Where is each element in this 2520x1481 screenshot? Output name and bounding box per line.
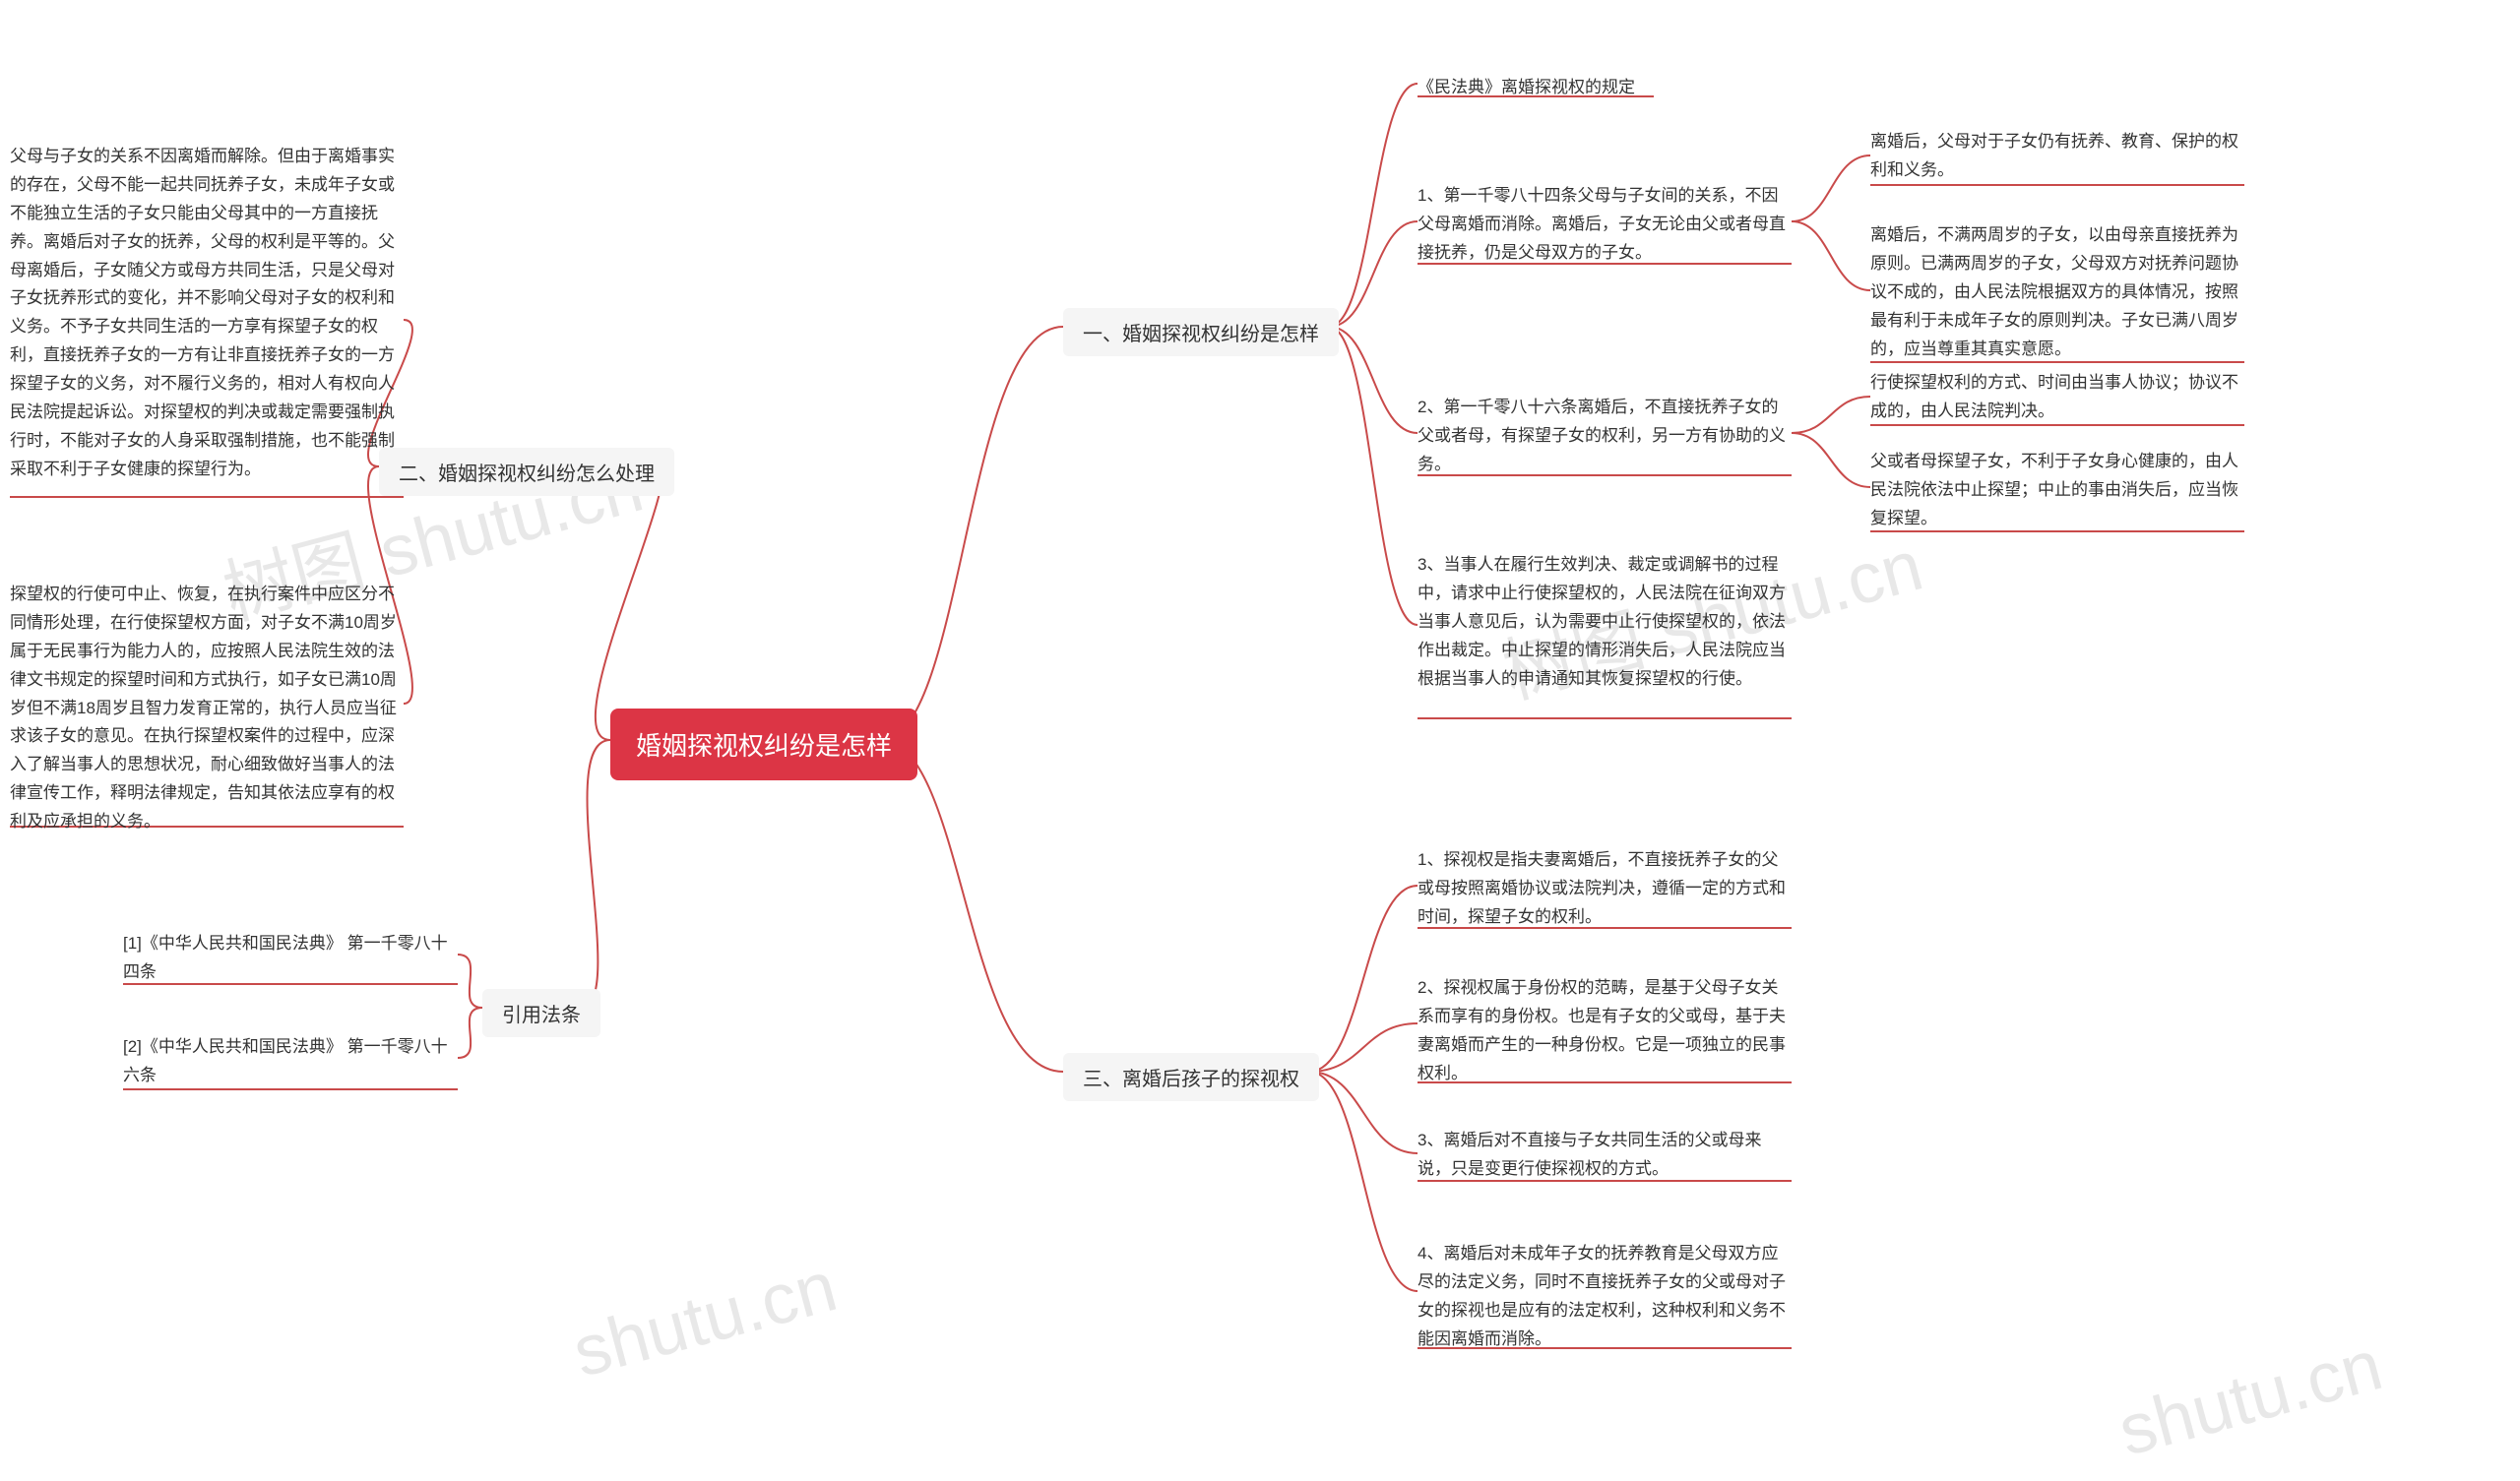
leaf-2-1: 探望权的行使可中止、恢复，在执行案件中应区分不同情形处理，在行使探望权方面，对子… [10,581,404,836]
watermark: shutu.cn [565,1246,845,1393]
leaf-1-2: 2、第一千零八十六条离婚后，不直接抚养子女的父或者母，有探望子女的权利，另一方有… [1418,394,1792,479]
leaf-3-0: 1、探视权是指夫妻离婚后，不直接抚养子女的父或母按照离婚协议或法院判决，遵循一定… [1418,846,1792,932]
leaf-1-1-1: 离婚后，不满两周岁的子女，以由母亲直接抚养为原则。已满两周岁的子女，父母双方对抚… [1870,221,2244,363]
leaf-1-1-0: 离婚后，父母对于子女仍有抚养、教育、保护的权利和义务。 [1870,128,2244,185]
leaf-3-1: 2、探视权属于身份权的范畴，是基于父母子女关系而享有的身份权。也是有子女的父或母… [1418,974,1792,1088]
leaf-3-3: 4、离婚后对未成年子女的抚养教育是父母双方应尽的法定义务，同时不直接抚养子女的父… [1418,1240,1792,1354]
branch-2[interactable]: 二、婚姻探视权纠纷怎么处理 [379,448,674,496]
leaf-1-2-0: 行使探望权利的方式、时间由当事人协议；协议不成的，由人民法院判决。 [1870,369,2244,426]
leaf-1-0: 《民法典》离婚探视权的规定 [1418,74,1635,102]
leaf-1-1: 1、第一千零八十四条父母与子女间的关系，不因父母离婚而消除。离婚后，子女无论由父… [1418,182,1792,268]
leaf-1-3: 3、当事人在履行生效判决、裁定或调解书的过程中，请求中止行使探望权的，人民法院在… [1418,551,1792,693]
leaf-3-2: 3、离婚后对不直接与子女共同生活的父或母来说，只是变更行使探视权的方式。 [1418,1127,1792,1184]
watermark: shutu.cn [2110,1325,2390,1472]
mindmap-canvas: 树图 shutu.cn shutu.cn 树图 shutu.cn shutu.c… [0,0,2520,1481]
branch-3[interactable]: 三、离婚后孩子的探视权 [1063,1053,1319,1101]
root-node[interactable]: 婚姻探视权纠纷是怎样 [610,709,917,780]
leaf-cite-0: [1]《中华人民共和国民法典》 第一千零八十四条 [123,930,458,987]
branch-cite[interactable]: 引用法条 [482,989,600,1037]
branch-1[interactable]: 一、婚姻探视权纠纷是怎样 [1063,308,1339,356]
leaf-2-0: 父母与子女的关系不因离婚而解除。但由于离婚事实的存在，父母不能一起共同抚养子女，… [10,143,404,484]
leaf-cite-1: [2]《中华人民共和国民法典》 第一千零八十六条 [123,1033,458,1090]
leaf-1-2-1: 父或者母探望子女，不利于子女身心健康的，由人民法院依法中止探望；中止的事由消失后… [1870,448,2244,533]
